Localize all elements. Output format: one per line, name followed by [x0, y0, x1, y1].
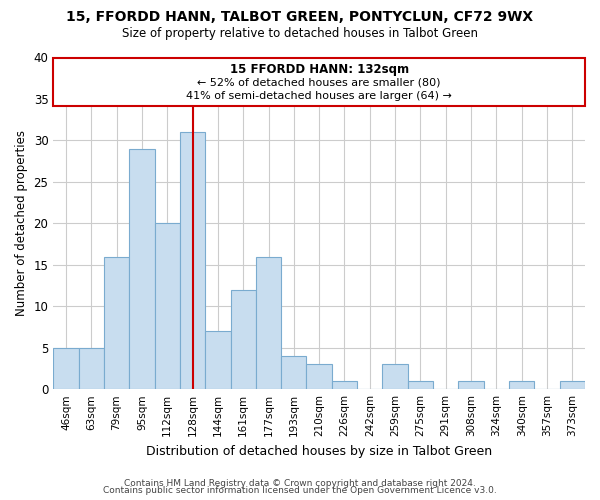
- Bar: [180, 132, 205, 389]
- Bar: [307, 364, 332, 389]
- Bar: [332, 381, 357, 389]
- Bar: [256, 256, 281, 389]
- Bar: [382, 364, 408, 389]
- Y-axis label: Number of detached properties: Number of detached properties: [15, 130, 28, 316]
- Bar: [205, 331, 230, 389]
- Bar: [53, 348, 79, 389]
- Text: 41% of semi-detached houses are larger (64) →: 41% of semi-detached houses are larger (…: [186, 92, 452, 102]
- Text: Contains public sector information licensed under the Open Government Licence v3: Contains public sector information licen…: [103, 486, 497, 495]
- Text: Size of property relative to detached houses in Talbot Green: Size of property relative to detached ho…: [122, 28, 478, 40]
- X-axis label: Distribution of detached houses by size in Talbot Green: Distribution of detached houses by size …: [146, 444, 492, 458]
- Bar: [104, 256, 129, 389]
- Bar: [230, 290, 256, 389]
- Text: 15, FFORDD HANN, TALBOT GREEN, PONTYCLUN, CF72 9WX: 15, FFORDD HANN, TALBOT GREEN, PONTYCLUN…: [67, 10, 533, 24]
- Text: ← 52% of detached houses are smaller (80): ← 52% of detached houses are smaller (80…: [197, 78, 441, 88]
- FancyBboxPatch shape: [53, 58, 585, 106]
- Text: Contains HM Land Registry data © Crown copyright and database right 2024.: Contains HM Land Registry data © Crown c…: [124, 478, 476, 488]
- Bar: [79, 348, 104, 389]
- Text: 15 FFORDD HANN: 132sqm: 15 FFORDD HANN: 132sqm: [230, 62, 409, 76]
- Bar: [458, 381, 484, 389]
- Bar: [408, 381, 433, 389]
- Bar: [281, 356, 307, 389]
- Bar: [560, 381, 585, 389]
- Bar: [129, 148, 155, 389]
- Bar: [155, 224, 180, 389]
- Bar: [509, 381, 535, 389]
